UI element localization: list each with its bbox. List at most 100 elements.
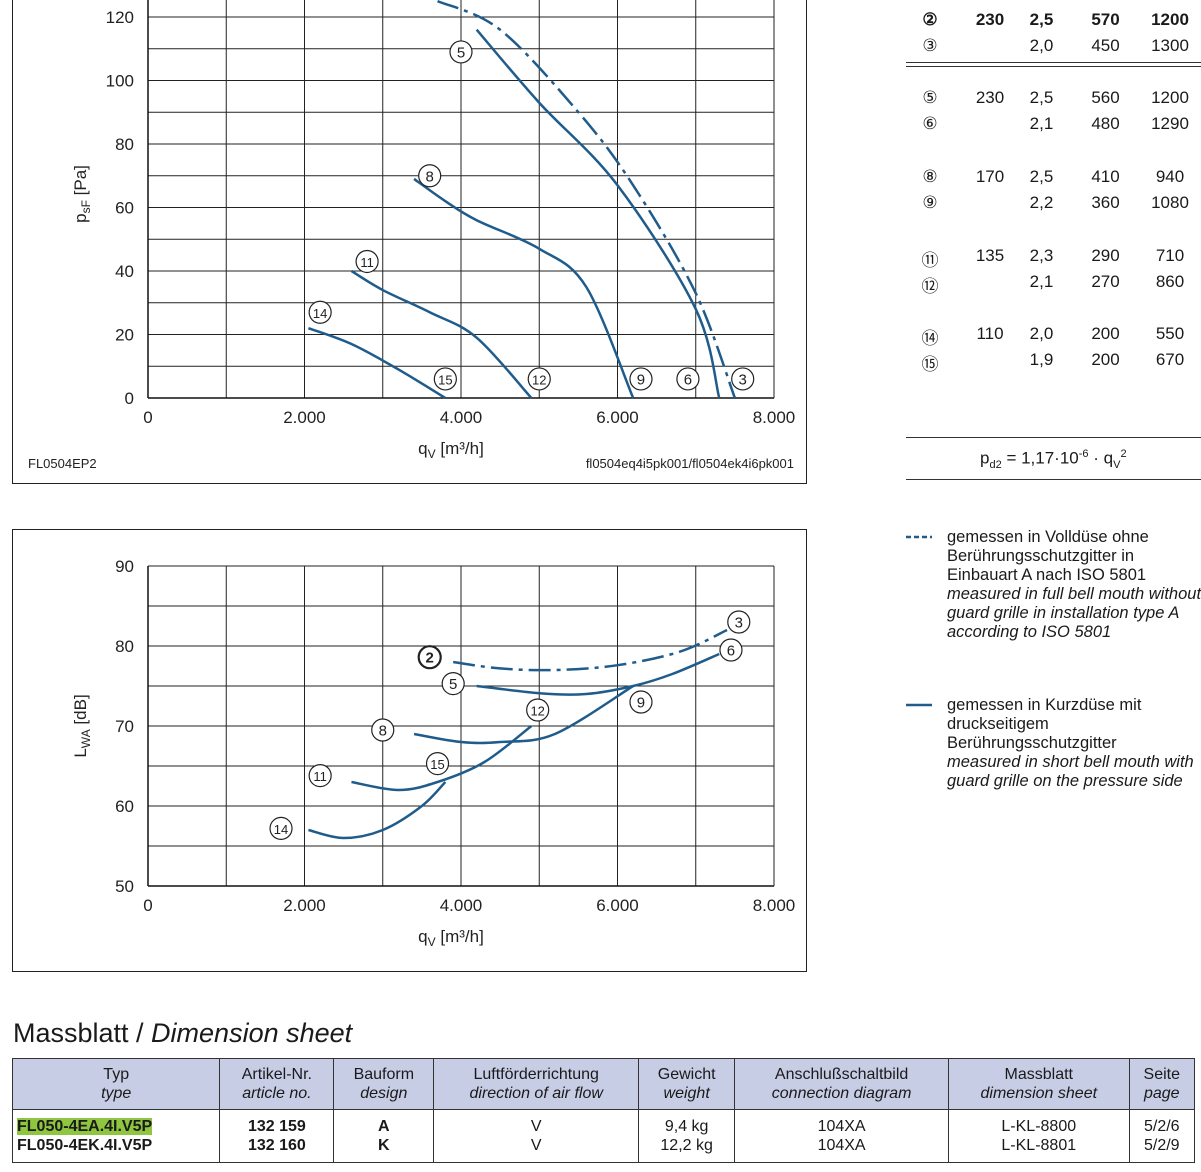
operating-point-voltage: 110 — [976, 324, 1004, 343]
operating-point-speed: 710 — [1155, 246, 1185, 265]
dashed-line-icon — [906, 535, 932, 539]
curve-label: 14 — [274, 822, 288, 837]
operating-point-speed: 1080 — [1151, 193, 1189, 212]
pressure-chart-frame — [12, 0, 807, 484]
operating-point-row: ⑧ 170 2,5 410 940 — [906, 164, 1201, 190]
y-tick-label: 70 — [115, 717, 134, 736]
curve-label-circle — [719, 638, 743, 662]
operating-point-power: 570 — [1091, 10, 1120, 29]
curve-label-circle — [425, 752, 450, 776]
operating-point-mark: ⑧ — [922, 167, 938, 186]
operating-point-power: 410 — [1091, 167, 1120, 186]
article-cell: 132 159 132 160 — [219, 1109, 335, 1163]
operating-point-row: ⑨ 2,2 360 1080 — [906, 190, 1201, 216]
legend-solid-de: gemessen in Kurzdüse mit druckseitigem B… — [947, 696, 1142, 752]
y-tick-label: 80 — [115, 135, 134, 154]
operating-point-speed: 1200 — [1151, 10, 1189, 29]
x-tick-label: 4.000 — [440, 896, 483, 915]
operating-point-power: 360 — [1091, 193, 1120, 212]
column-header: Luftförderrichtung direction of air flow — [433, 1058, 640, 1110]
curve-label: 3 — [735, 615, 743, 632]
dimension-table: Typ type Artikel-Nr. article no. Bauform desi… — [11, 1058, 1196, 1163]
x-axis-label: qV [m³/h] — [418, 927, 484, 949]
series-line-3 — [453, 628, 728, 672]
curve-label: 11 — [360, 255, 374, 270]
operating-point-power: 290 — [1091, 246, 1120, 265]
operating-point-power: 200 — [1091, 350, 1120, 369]
x-tick-label: 8.000 — [753, 896, 796, 915]
operating-point-mark: ⑮ — [921, 355, 939, 374]
y-tick-label: 60 — [115, 797, 134, 816]
curve-label-circle — [417, 645, 442, 670]
curve-label-circle — [269, 816, 293, 840]
legend-dashed-de: gemessen in Volldüse ohne Berührungsschu… — [947, 528, 1149, 584]
curve-label: 5 — [457, 44, 465, 61]
operating-point-row: ⑮ 1,9 200 670 — [906, 347, 1201, 374]
diagram-cell: 104XA 104XA — [734, 1109, 949, 1163]
curve-label-circle — [629, 367, 653, 391]
curve-label-circle — [441, 672, 465, 696]
operating-point-voltage: 230 — [975, 10, 1005, 29]
x-tick-label: 2.000 — [283, 408, 326, 427]
operating-point-mark: ⑨ — [922, 193, 938, 212]
operating-point-row: ⑭ 110 2,0 200 550 — [906, 321, 1201, 348]
pressure-chart: 0 2.000 4.000 6.000 8.000 0 20 40 60 80 100 120 qV [… — [28, 0, 795, 471]
series-line-14 — [307, 326, 446, 400]
operating-point-power: 480 — [1091, 114, 1120, 133]
curve-label: 14 — [313, 306, 327, 321]
curve-label-circle — [355, 249, 379, 274]
x-tick-label: 0 — [143, 408, 152, 427]
curve-label: 3 — [739, 371, 747, 388]
operating-point-current: 2,0 — [1029, 324, 1054, 343]
operating-point-current: 2,5 — [1029, 10, 1054, 29]
operating-point-speed: 860 — [1155, 272, 1185, 291]
operating-point-row: ⑫ 2,1 270 860 — [906, 269, 1201, 296]
curve-label: 8 — [426, 168, 434, 185]
curve-label-circle — [449, 40, 473, 64]
curve-label: 8 — [379, 723, 387, 740]
operating-point-speed: 550 — [1155, 324, 1185, 343]
y-tick-label: 60 — [115, 199, 134, 218]
operating-point-speed: 1290 — [1151, 114, 1189, 133]
table-rule-top-2 — [906, 66, 1201, 67]
sound-chart-frame — [12, 529, 807, 972]
type-highlight: FL050-4EA.4I.V5P — [17, 1118, 153, 1135]
curve-label-circle — [727, 610, 751, 634]
curve-label: 12 — [532, 372, 546, 387]
series-line-11 — [350, 269, 533, 399]
y-tick-label: 100 — [106, 72, 134, 91]
operating-point-current: 2,0 — [1029, 36, 1054, 55]
series-line-14 — [308, 781, 447, 840]
operating-point-current: 2,2 — [1029, 193, 1054, 212]
operating-point-current: 2,5 — [1029, 88, 1054, 107]
footer-left: FL0504EP2 — [28, 456, 97, 471]
dimension-sheet-title: Massblatt / Dimension sheet — [13, 1018, 353, 1048]
curve-label-circle — [629, 690, 653, 714]
operating-point-current: 2,3 — [1029, 246, 1054, 265]
operating-point-power: 560 — [1091, 88, 1120, 107]
operating-point-mark: ⑭ — [921, 329, 939, 348]
legend-solid-en: measured in short bell mouth with guard … — [947, 753, 1194, 790]
column-header: Seite page — [1128, 1058, 1196, 1110]
operating-point-voltage: 135 — [975, 246, 1005, 265]
operating-point-power: 270 — [1091, 272, 1120, 291]
operating-point-power: 450 — [1091, 36, 1120, 55]
curve-label: 2 — [426, 650, 434, 667]
legend-dashed-en: measured in full bell mouth without guar… — [947, 585, 1201, 641]
curve-label: 6 — [727, 643, 735, 660]
curve-label: 9 — [637, 695, 645, 712]
page-cell: 5/2/6 5/2/9 — [1128, 1109, 1196, 1163]
operating-point-mark: ⑥ — [922, 114, 938, 133]
y-tick-label: 0 — [125, 389, 134, 408]
column-header: Typ type — [11, 1058, 221, 1110]
operating-point-mark: ⑤ — [922, 88, 938, 107]
x-tick-label: 4.000 — [440, 408, 483, 427]
series-line-11 — [351, 725, 533, 792]
table-rule-top — [906, 62, 1201, 63]
curve-label: 15 — [430, 757, 444, 772]
series-line-3 — [437, 0, 737, 399]
curve-label-circle — [731, 367, 755, 391]
x-tick-label: 2.000 — [283, 896, 326, 915]
